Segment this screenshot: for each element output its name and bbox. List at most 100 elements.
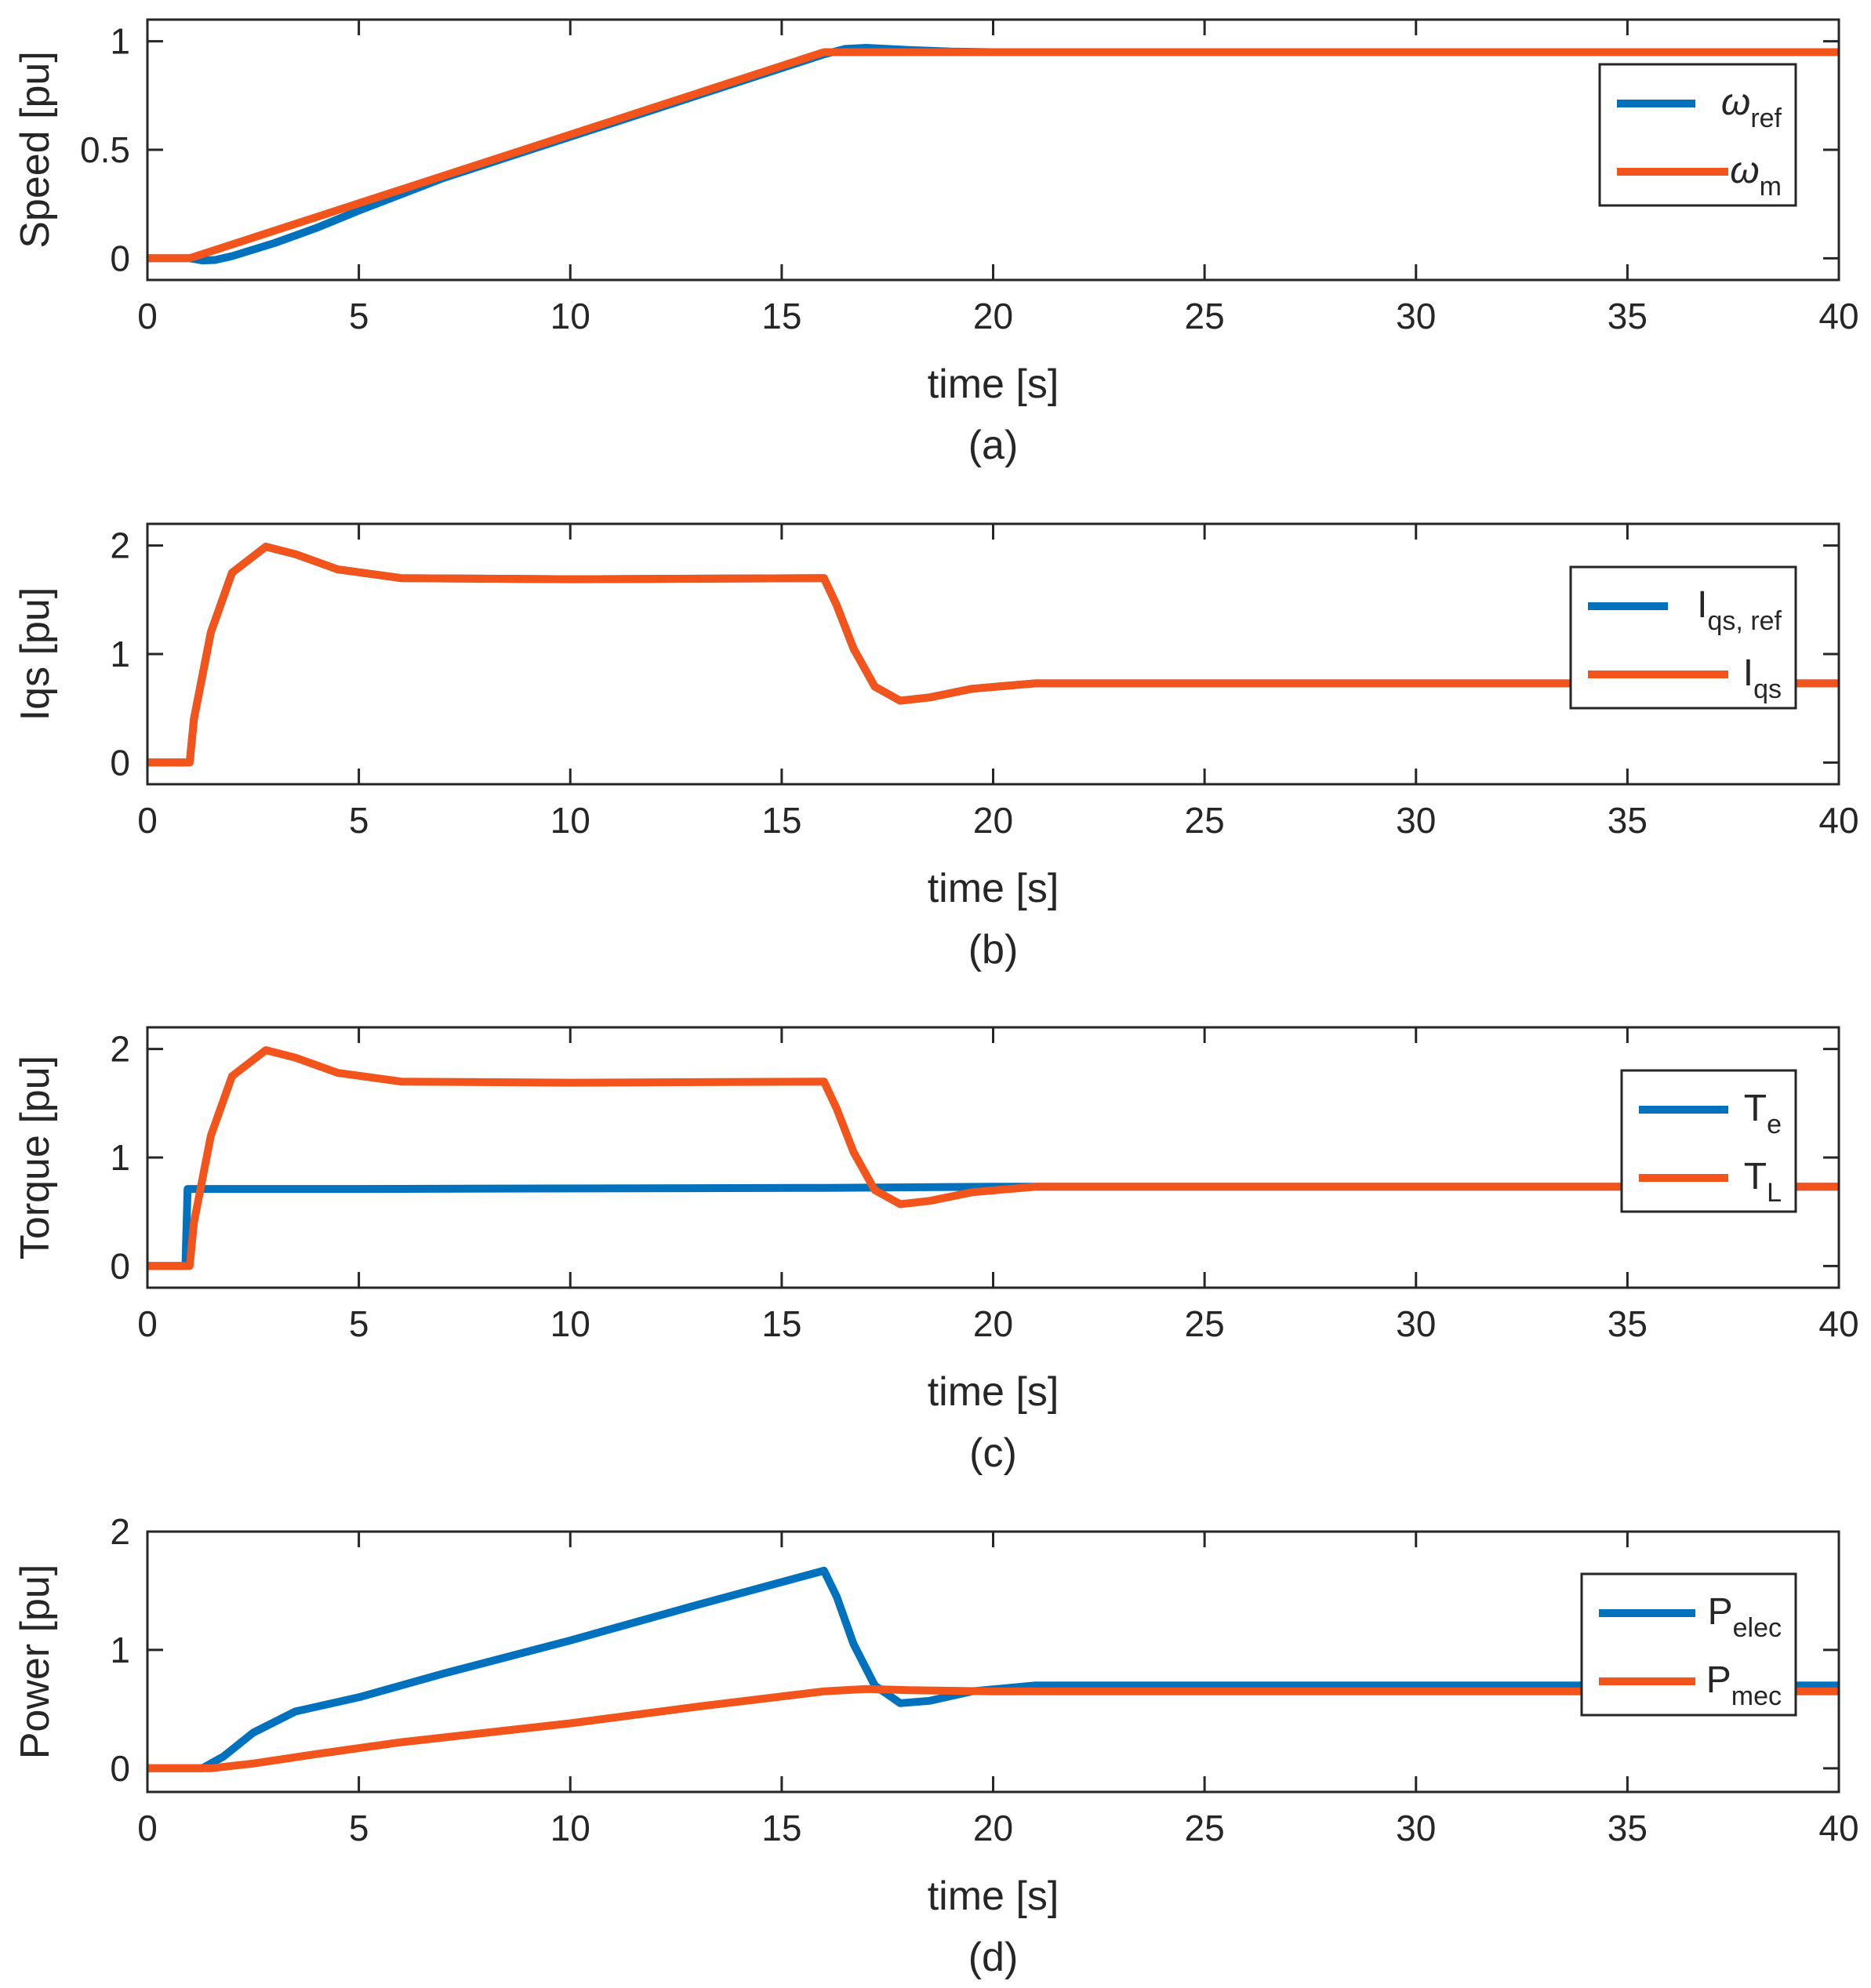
panel-d: 0 5 10 15 20 25 30 35 40 0 1 2 time [s] Power [pu] (d)… xyxy=(13,1511,1859,1980)
x-tick-label: 15 xyxy=(761,800,801,841)
y-tick-label: 2 xyxy=(110,525,130,566)
x-tick-label: 0 xyxy=(137,800,158,841)
legend-label: ωref xyxy=(1721,82,1782,133)
x-tick-label: 0 xyxy=(137,1808,158,1848)
x-tick-label: 5 xyxy=(349,296,369,336)
legend-subscript: qs xyxy=(1753,674,1782,704)
legend-subscript: ref xyxy=(1750,104,1782,133)
y-tick-label: 1 xyxy=(110,1630,130,1670)
plot-area xyxy=(147,524,1839,784)
legend-subscript: qs, ref xyxy=(1708,606,1782,636)
legend-label: Pelec xyxy=(1708,1591,1782,1643)
panel-c: 0 5 10 15 20 25 30 35 40 0 1 2 time [s] Torque [pu] (c… xyxy=(13,1026,1859,1476)
x-tick-label: 35 xyxy=(1608,1808,1648,1848)
x-tick-label: 40 xyxy=(1818,296,1858,336)
x-tick-label: 30 xyxy=(1396,1303,1436,1344)
y-tick-label: 0 xyxy=(110,1748,130,1789)
legend-main: I xyxy=(1697,584,1707,626)
y-tick-label: 0 xyxy=(110,238,130,278)
x-tick-label: 40 xyxy=(1818,1808,1858,1848)
legend-box xyxy=(1569,565,1797,710)
plot-area xyxy=(147,1532,1839,1792)
x-tick-label: 10 xyxy=(550,296,590,336)
x-tick-label: 30 xyxy=(1396,800,1436,841)
legend-box xyxy=(1598,63,1797,207)
legend-label: Iqs, ref xyxy=(1697,584,1782,636)
y-tick-label: 2 xyxy=(110,1029,130,1070)
legend-main: T xyxy=(1744,1088,1767,1129)
axes-box xyxy=(146,18,1840,282)
x-tick-label: 25 xyxy=(1185,1303,1225,1344)
y-axis-label: Power [pu] xyxy=(13,1565,58,1760)
y-tick-label: 1 xyxy=(110,634,130,674)
panel-caption: (a) xyxy=(968,423,1019,468)
legend-label: Iqs xyxy=(1743,652,1782,704)
x-tick-label: 10 xyxy=(550,800,590,841)
x-axis-label: time [s] xyxy=(928,1369,1059,1415)
x-tick-label: 30 xyxy=(1396,1808,1436,1848)
panel-caption: (c) xyxy=(969,1430,1017,1476)
x-axis-label: time [s] xyxy=(928,866,1059,911)
x-tick-label: 10 xyxy=(550,1808,590,1848)
y-tick-label: 0 xyxy=(110,742,130,783)
legend-main: T xyxy=(1744,1156,1767,1198)
legend-box xyxy=(1620,1069,1797,1213)
legend-main: P xyxy=(1706,1659,1731,1701)
x-axis-label: time [s] xyxy=(928,362,1059,407)
panel-b: 0 5 10 15 20 25 30 35 40 0 1 2 time [s] Iqs [pu] (b) Iq… xyxy=(13,522,1859,972)
axes-box xyxy=(146,522,1840,786)
x-tick-label: 20 xyxy=(973,800,1013,841)
y-tick-label: 0.5 xyxy=(80,129,130,170)
legend-main: ω xyxy=(1730,150,1759,191)
y-tick-label: 2 xyxy=(110,1511,130,1552)
legend-label: ωm xyxy=(1730,150,1782,202)
legend-subscript: e xyxy=(1767,1110,1782,1139)
legend-label: Pmec xyxy=(1706,1659,1782,1711)
y-tick-label: 0 xyxy=(110,1245,130,1286)
series-line-orange xyxy=(147,1685,1839,1772)
series-line-blue xyxy=(147,1566,1839,1772)
series-line-orange xyxy=(147,48,1839,263)
x-tick-label: 15 xyxy=(761,296,801,336)
x-tick-label: 30 xyxy=(1396,296,1436,336)
legend-subscript: L xyxy=(1767,1178,1782,1208)
legend-subscript: m xyxy=(1760,172,1782,202)
y-axis-label: Torque [pu] xyxy=(13,1056,58,1259)
x-tick-label: 0 xyxy=(137,296,158,336)
x-tick-label: 15 xyxy=(761,1303,801,1344)
x-tick-label: 40 xyxy=(1818,800,1858,841)
y-axis-label: Iqs [pu] xyxy=(13,587,58,721)
y-tick-label: 1 xyxy=(110,21,130,62)
x-tick-label: 10 xyxy=(550,1303,590,1344)
x-axis-label: time [s] xyxy=(928,1874,1059,1919)
panel-a: 0 5 10 15 20 25 30 35 40 0 0.5 1 time [s] Speed [pu] (… xyxy=(13,18,1859,468)
axes-box xyxy=(146,1026,1840,1289)
x-tick-label: 0 xyxy=(137,1303,158,1344)
series-line-orange xyxy=(147,543,1839,767)
legend-main: ω xyxy=(1721,82,1750,123)
x-tick-label: 35 xyxy=(1608,800,1648,841)
legend-subscript: mec xyxy=(1731,1681,1782,1711)
x-tick-label: 5 xyxy=(349,1303,369,1344)
series-line-orange xyxy=(147,1046,1839,1270)
legend-main: P xyxy=(1708,1591,1733,1633)
x-tick-label: 25 xyxy=(1185,800,1225,841)
x-tick-label: 15 xyxy=(761,1808,801,1848)
x-tick-label: 20 xyxy=(973,1808,1013,1848)
legend-label: TL xyxy=(1744,1156,1782,1208)
plot-area xyxy=(147,1027,1839,1288)
x-tick-label: 5 xyxy=(349,800,369,841)
x-tick-label: 25 xyxy=(1185,1808,1225,1848)
panel-caption: (b) xyxy=(968,927,1019,972)
y-axis-label: Speed [pu] xyxy=(13,51,58,249)
x-tick-label: 35 xyxy=(1608,1303,1648,1344)
x-tick-label: 20 xyxy=(973,1303,1013,1344)
legend-label: Te xyxy=(1744,1088,1782,1139)
x-tick-label: 35 xyxy=(1608,296,1648,336)
legend-subscript: elec xyxy=(1733,1613,1782,1643)
